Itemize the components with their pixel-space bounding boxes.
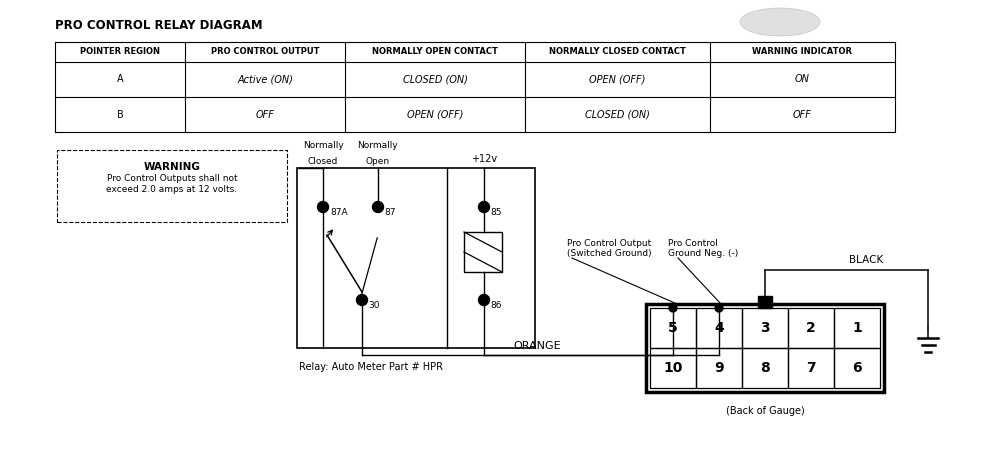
Circle shape [669, 304, 677, 312]
Text: (Back of Gauge): (Back of Gauge) [725, 406, 804, 416]
Circle shape [479, 295, 490, 306]
Text: 7: 7 [806, 361, 816, 375]
Text: Relay: Auto Meter Part # HPR: Relay: Auto Meter Part # HPR [299, 362, 443, 372]
Circle shape [357, 295, 368, 306]
Bar [650, 308, 696, 348]
Bar [742, 308, 788, 348]
Text: WARNING: WARNING [144, 162, 201, 172]
Text: Pro Control: Pro Control [668, 239, 718, 248]
Text: B: B [117, 109, 124, 119]
Text: Normally: Normally [303, 141, 343, 150]
Text: OFF: OFF [256, 109, 274, 119]
Text: CLOSED (ON): CLOSED (ON) [403, 74, 468, 84]
Circle shape [479, 202, 490, 212]
Bar [834, 348, 880, 388]
Bar [297, 168, 535, 348]
Text: 5: 5 [668, 321, 678, 335]
Bar [788, 308, 834, 348]
Text: NORMALLY CLOSED CONTACT: NORMALLY CLOSED CONTACT [549, 48, 686, 56]
Text: Active (ON): Active (ON) [237, 74, 293, 84]
Bar [650, 348, 696, 388]
Text: PRO CONTROL OUTPUT: PRO CONTROL OUTPUT [210, 48, 319, 56]
Text: 1: 1 [852, 321, 862, 335]
Text: POINTER REGION: POINTER REGION [80, 48, 160, 56]
Text: NORMALLY OPEN CONTACT: NORMALLY OPEN CONTACT [372, 48, 498, 56]
Text: 85: 85 [490, 208, 501, 217]
Text: 10: 10 [664, 361, 682, 375]
Text: Closed: Closed [308, 157, 338, 166]
Text: Normally: Normally [358, 141, 398, 150]
Text: 9: 9 [715, 361, 723, 375]
Circle shape [373, 202, 383, 212]
Text: Pro Control Outputs shall not: Pro Control Outputs shall not [107, 174, 237, 183]
Bar [788, 348, 834, 388]
Text: A: A [117, 74, 123, 84]
Text: PRO CONTROL RELAY DIAGRAM: PRO CONTROL RELAY DIAGRAM [55, 19, 262, 32]
Text: 4: 4 [714, 321, 723, 335]
Text: Ground Neg. (-): Ground Neg. (-) [668, 249, 738, 258]
Text: ON: ON [795, 74, 810, 84]
Text: Pro Control Output: Pro Control Output [567, 239, 652, 248]
Bar [742, 348, 788, 388]
Bar [696, 308, 742, 348]
Text: exceed 2.0 amps at 12 volts.: exceed 2.0 amps at 12 volts. [106, 185, 238, 194]
Bar [464, 232, 502, 272]
Text: OPEN (OFF): OPEN (OFF) [407, 109, 463, 119]
Ellipse shape [740, 8, 820, 36]
Text: OPEN (OFF): OPEN (OFF) [590, 74, 646, 84]
Text: (Switched Ground): (Switched Ground) [567, 249, 652, 258]
Text: 30: 30 [368, 301, 379, 310]
Bar [834, 308, 880, 348]
Text: 3: 3 [760, 321, 770, 335]
Text: +12v: +12v [471, 154, 497, 164]
Text: 6: 6 [852, 361, 862, 375]
Text: BLACK: BLACK [849, 255, 884, 265]
Text: 2: 2 [806, 321, 816, 335]
Circle shape [715, 304, 723, 312]
Bar [646, 304, 884, 392]
Bar [758, 296, 772, 308]
Text: ORANGE: ORANGE [514, 341, 561, 351]
Text: 87: 87 [384, 208, 395, 217]
Text: 87A: 87A [330, 208, 348, 217]
Bar [696, 348, 742, 388]
Text: CLOSED (ON): CLOSED (ON) [585, 109, 650, 119]
Text: OFF: OFF [793, 109, 812, 119]
Text: 8: 8 [760, 361, 770, 375]
Text: Open: Open [366, 157, 390, 166]
Circle shape [318, 202, 328, 212]
Text: 86: 86 [490, 301, 501, 310]
Text: WARNING INDICATOR: WARNING INDICATOR [753, 48, 852, 56]
